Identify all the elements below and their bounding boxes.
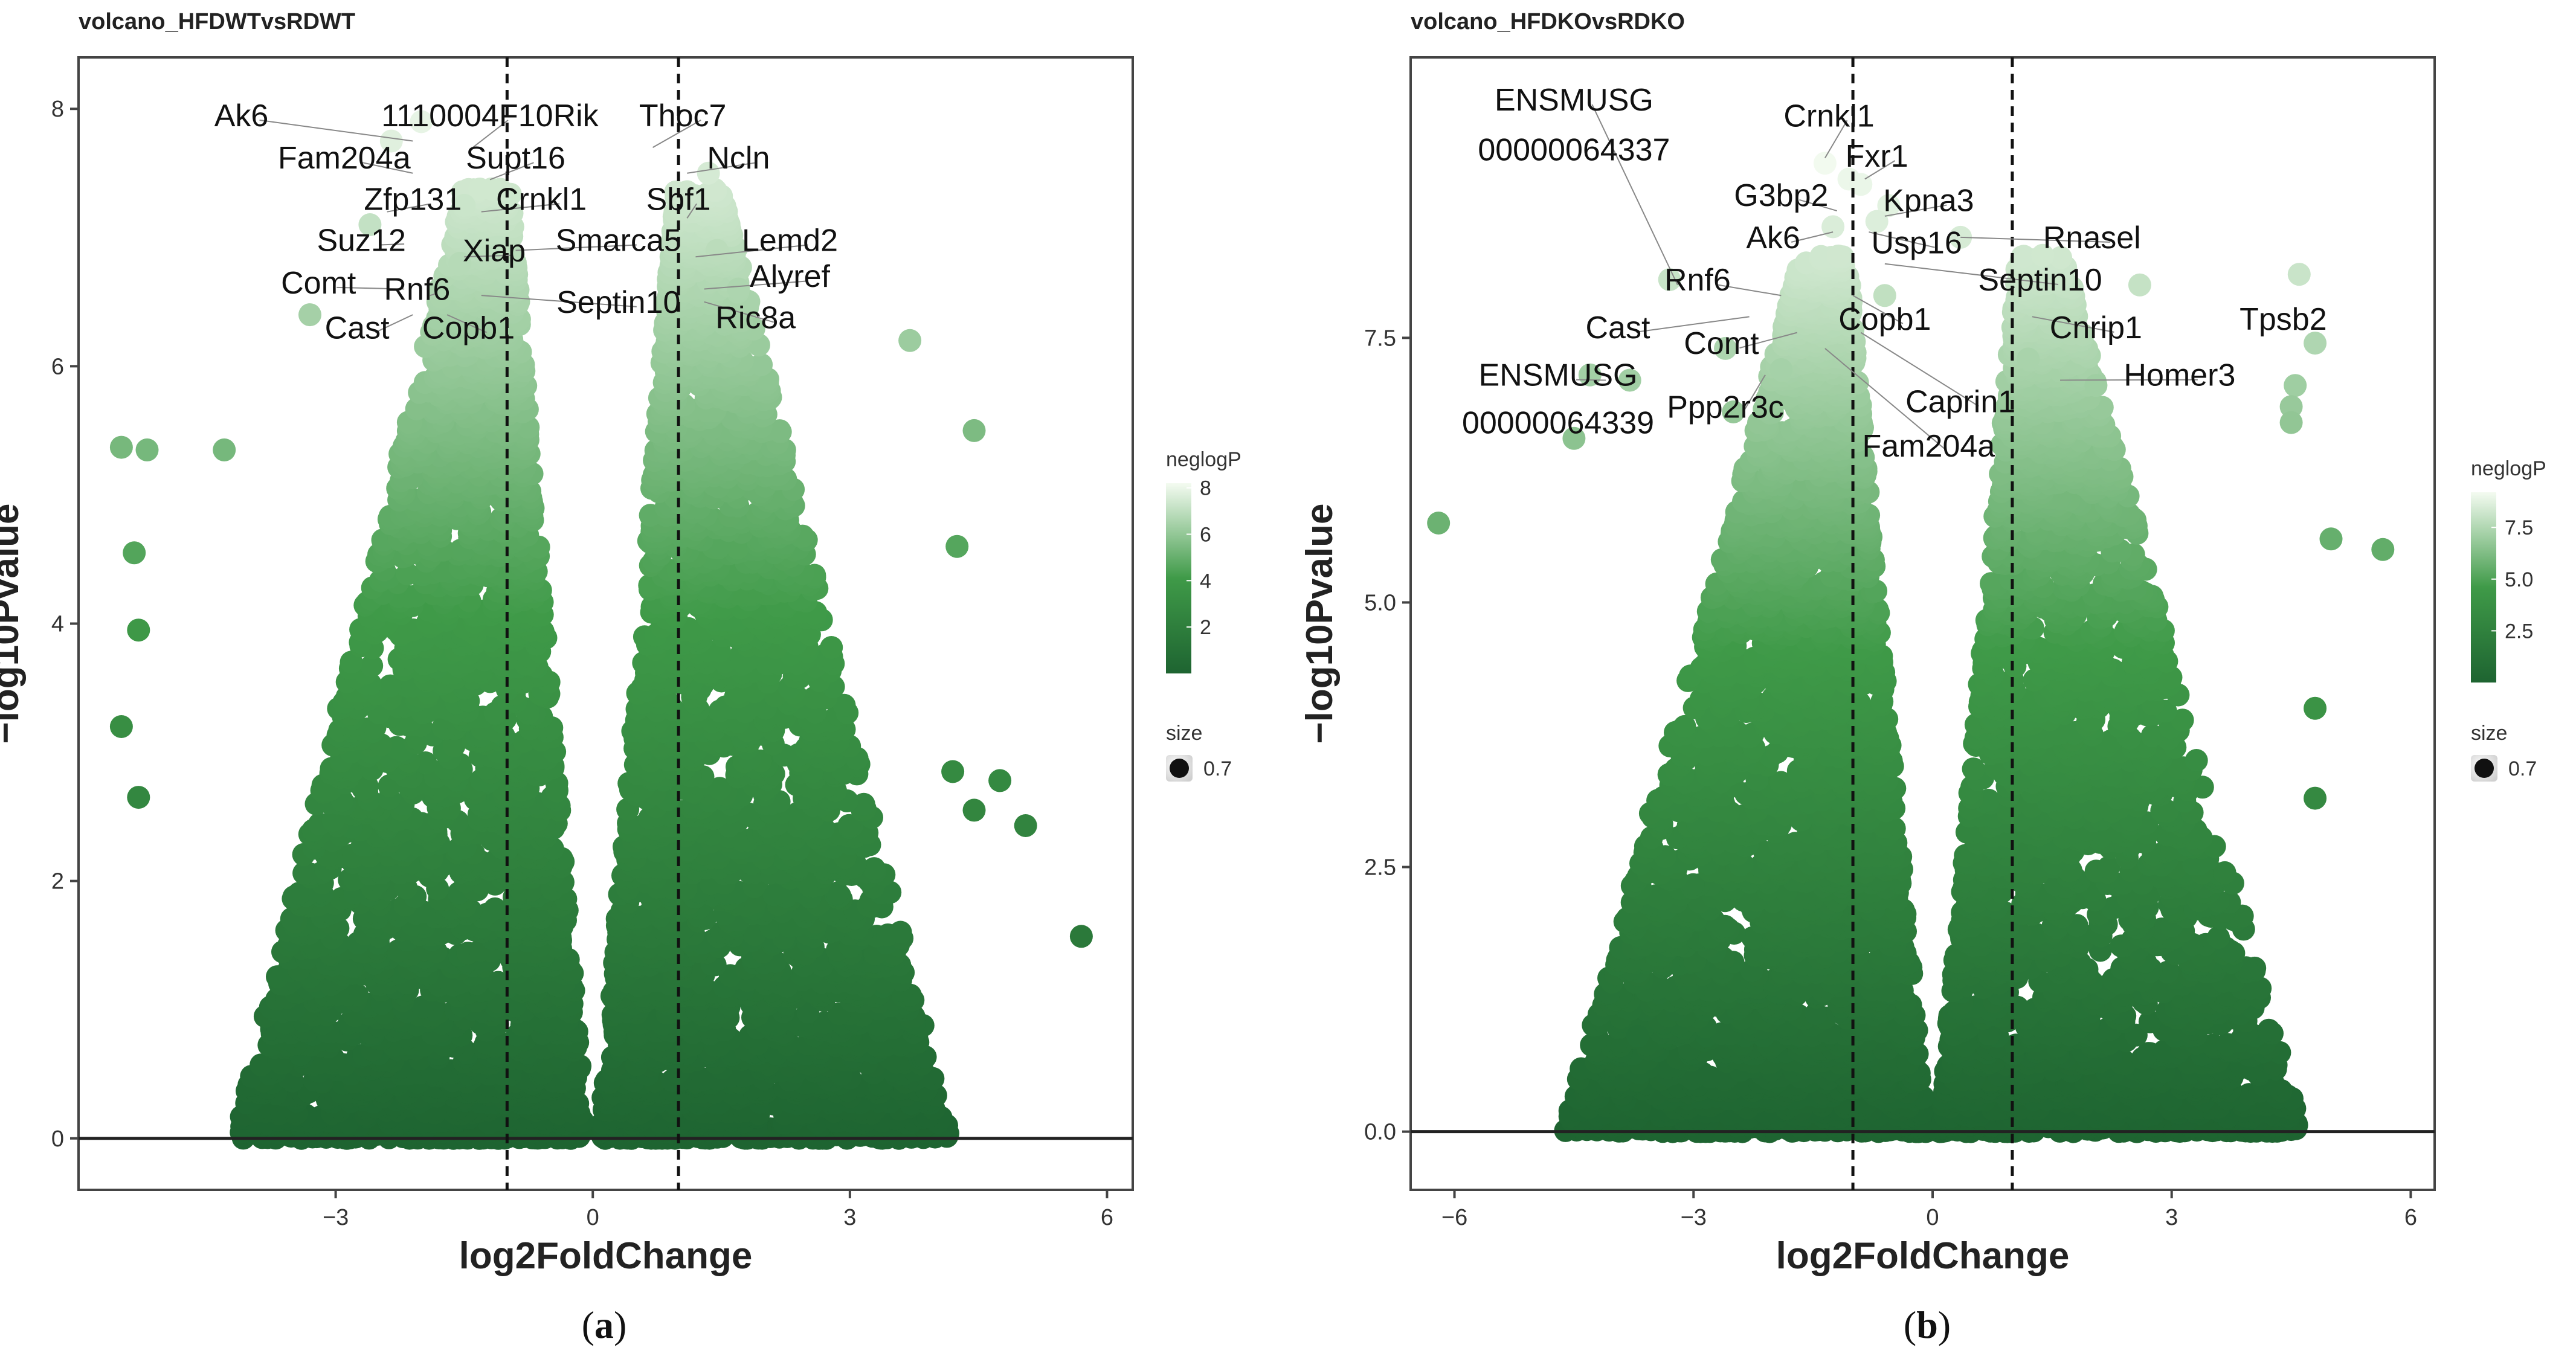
data-point (483, 897, 507, 920)
chart-title: volcano_HFDWTvsRDWT (79, 9, 355, 34)
data-point (250, 1053, 273, 1077)
data-points (109, 110, 1093, 1150)
volcano-plot-a: volcano_HFDWTvsRDWT−3 0 3 602468log2FoldCha… (0, 9, 1241, 1346)
data-point (820, 636, 843, 659)
data-point (889, 920, 912, 944)
data-point (750, 353, 773, 376)
